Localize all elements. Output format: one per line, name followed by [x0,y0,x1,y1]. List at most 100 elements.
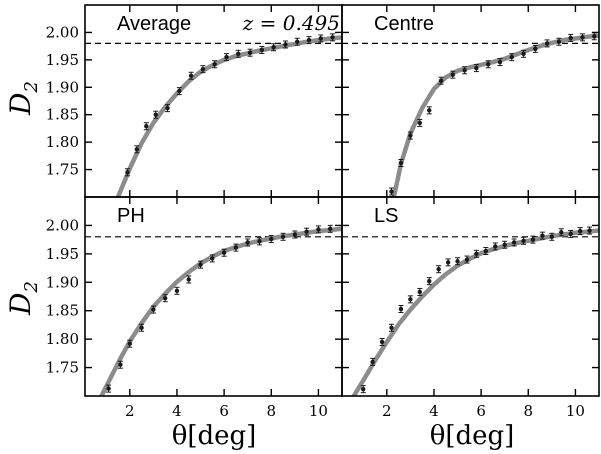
data-point [162,294,168,303]
data-point [407,295,413,304]
data-point [271,43,277,52]
y-tick-label: 1.90 [46,273,79,291]
point-marker [417,120,423,126]
data-point [370,357,376,366]
y-tick-label: 1.80 [46,133,79,151]
data-point [318,34,324,43]
point-marker [379,339,385,345]
data-point [568,229,574,238]
y-axis-label-bottom: D2 [4,281,42,316]
x-tick-label: 4 [172,402,182,420]
data-point [450,70,456,79]
data-point [511,238,517,247]
data-point [539,231,545,240]
point-marker [389,325,394,330]
point-marker [144,124,149,129]
data-point [556,37,562,46]
point-marker [318,36,323,41]
point-marker [544,41,550,46]
panel-title: Centre [374,13,434,35]
data-point [445,258,451,267]
point-marker [474,251,479,257]
point-marker [134,147,140,152]
model-curve [351,228,599,396]
point-marker [174,288,180,294]
data-point [200,65,206,74]
y-axis-label-subscript: 2 [21,281,42,293]
data-point [294,37,300,46]
data-point [268,235,274,244]
data-point [407,131,413,140]
data-point [134,145,140,154]
point-marker [330,35,335,40]
point-marker [417,289,423,295]
data-point [497,58,503,67]
point-marker [361,386,366,392]
point-marker [408,297,413,302]
data-point [188,71,194,80]
model-curve [99,226,342,396]
point-marker [445,260,451,265]
data-point [221,248,227,257]
point-marker [509,54,514,60]
data-point [247,48,253,57]
point-marker [511,240,517,245]
point-marker [221,250,227,255]
point-marker [483,248,489,254]
x-tick-label: 8 [266,402,276,420]
point-marker [559,230,564,235]
point-marker [521,51,526,57]
x-axis-label-left: θ[deg] [172,421,257,451]
y-axis-label-text: D [4,293,37,316]
data-point [473,249,479,258]
x-axis-label-right: θ[deg] [430,421,515,451]
data-point [280,232,286,241]
point-marker [271,45,276,50]
point-marker [151,307,156,312]
data-point [558,228,564,237]
point-marker [502,242,507,247]
data-point [455,257,461,266]
point-marker [106,386,111,391]
model-curve [115,35,342,197]
data-point [426,277,432,286]
point-marker [259,47,265,53]
point-marker [316,227,321,232]
point-marker [474,65,479,71]
data-point [579,33,585,42]
x-tick-label: 10 [309,402,328,420]
y-axis-label-subscript: 2 [21,81,42,93]
point-marker [530,237,536,242]
point-marker [125,170,130,175]
data-point [485,60,491,69]
point-marker [455,259,460,264]
point-marker [257,239,262,244]
redshift-annotation: z = 0.495 [242,11,340,35]
data-point [304,227,310,236]
point-marker [568,35,573,41]
data-point [398,158,404,167]
data-point [117,360,123,369]
point-marker [450,72,456,77]
point-marker [198,262,203,267]
point-marker [497,59,503,65]
point-marker [533,46,538,52]
data-point [532,44,538,53]
panel-ls: 2 4 6 8 10 LS [341,196,600,420]
point-marker [438,78,444,83]
point-marker [493,244,498,249]
data-point [492,242,498,251]
data-point [292,230,298,239]
panel-title: LS [374,205,398,227]
point-marker [177,88,182,94]
point-marker [269,236,274,242]
point-marker [328,226,333,232]
point-marker [436,267,441,272]
data-point [174,286,180,295]
data-point [235,49,241,58]
point-marker [370,359,375,365]
y-axis-label-top: D2 [4,81,42,116]
data-point [464,255,470,264]
panel-centre: Centre [341,4,600,198]
